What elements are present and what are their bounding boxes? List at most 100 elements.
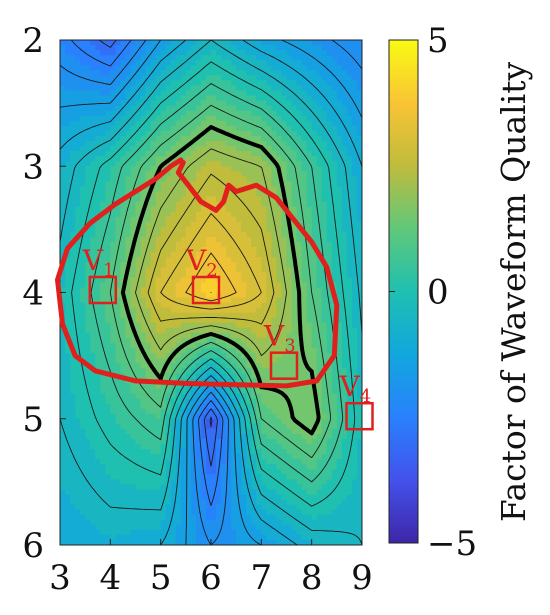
heat-cell xyxy=(286,115,293,122)
heat-cell xyxy=(296,40,303,46)
heat-cell xyxy=(60,231,66,238)
heat-cell xyxy=(105,50,111,56)
heat-cell xyxy=(256,388,262,395)
heat-cell xyxy=(221,388,227,395)
heat-cell xyxy=(301,272,308,278)
heat-cell xyxy=(321,135,328,142)
heat-cell xyxy=(80,423,86,430)
heat-cell xyxy=(185,454,192,460)
heat-cell xyxy=(195,85,202,92)
heat-cell xyxy=(190,181,197,188)
heat-cell xyxy=(276,287,283,294)
heat-cell xyxy=(216,80,222,87)
heat-cell xyxy=(341,292,348,299)
heat-cell xyxy=(65,358,71,364)
heat-cell xyxy=(301,418,308,425)
heat-cell xyxy=(231,393,237,400)
heat-cell xyxy=(281,343,288,349)
heat-cell xyxy=(326,242,333,248)
heat-cell xyxy=(115,302,121,309)
heat-cell xyxy=(205,307,212,314)
heat-cell xyxy=(296,449,303,455)
heat-cell xyxy=(95,277,101,283)
heat-cell xyxy=(180,156,187,162)
heat-cell xyxy=(155,398,162,405)
heat-cell xyxy=(100,206,106,213)
heat-cell xyxy=(261,418,267,425)
heat-cell xyxy=(160,191,167,198)
heat-cell xyxy=(346,236,353,243)
heat-cell xyxy=(195,50,202,56)
heat-cell xyxy=(140,171,147,177)
heat-cell xyxy=(226,322,232,329)
heat-cell xyxy=(246,171,252,177)
heat-cell xyxy=(266,221,272,228)
heat-cell xyxy=(231,433,237,440)
heat-cell xyxy=(110,388,116,395)
heat-cell xyxy=(155,332,162,339)
heat-cell xyxy=(336,141,343,147)
heat-cell xyxy=(180,438,187,445)
heat-cell xyxy=(311,267,318,273)
heat-cell xyxy=(200,282,207,289)
heat-cell xyxy=(306,287,313,294)
heat-cell xyxy=(120,141,127,147)
heat-cell xyxy=(100,50,106,56)
heat-cell xyxy=(306,100,313,107)
heat-cell xyxy=(205,181,212,188)
heat-cell xyxy=(175,110,182,117)
heat-cell xyxy=(211,247,217,253)
heat-cell xyxy=(226,343,232,349)
heat-cell xyxy=(346,166,353,172)
heat-cell xyxy=(236,40,242,46)
heat-cell xyxy=(241,85,247,92)
heat-cell xyxy=(155,252,162,258)
heat-cell xyxy=(341,242,348,248)
heat-cell xyxy=(326,327,333,334)
heat-cell xyxy=(331,221,338,228)
heat-cell xyxy=(125,322,132,329)
heat-cell xyxy=(296,343,303,349)
heat-cell xyxy=(115,216,121,223)
heat-cell xyxy=(135,348,142,354)
heat-cell xyxy=(80,459,86,465)
heat-cell xyxy=(226,398,232,405)
heat-cell xyxy=(105,277,111,283)
heat-cell xyxy=(246,413,252,420)
heat-cell xyxy=(296,211,303,218)
heat-cell xyxy=(336,363,343,369)
heat-cell xyxy=(115,438,121,445)
heat-cell xyxy=(200,292,207,299)
heat-cell xyxy=(65,413,71,420)
heat-cell xyxy=(85,166,91,172)
heat-cell xyxy=(180,115,187,122)
heat-cell xyxy=(236,242,242,248)
heat-cell xyxy=(221,257,227,263)
heat-cell xyxy=(125,176,132,182)
heat-cell xyxy=(351,105,358,112)
heat-cell xyxy=(70,50,76,56)
heat-cell xyxy=(200,353,207,359)
heat-cell xyxy=(185,231,192,238)
heat-cell xyxy=(211,353,217,359)
heat-cell xyxy=(185,272,192,278)
heat-cell xyxy=(145,45,152,51)
heat-cell xyxy=(331,166,338,172)
heat-cell xyxy=(205,146,212,152)
heat-cell xyxy=(311,141,318,147)
heat-cell xyxy=(145,110,152,117)
heat-cell xyxy=(301,433,308,440)
heat-cell xyxy=(236,45,242,51)
heat-cell xyxy=(306,201,313,208)
heat-cell xyxy=(155,151,162,157)
heat-cell xyxy=(241,221,247,228)
heat-cell xyxy=(140,267,147,273)
heat-cell xyxy=(170,115,177,122)
heat-cell xyxy=(95,403,101,410)
heat-cell xyxy=(150,40,157,46)
heat-cell xyxy=(75,454,81,460)
heat-cell xyxy=(140,282,147,289)
heat-cell xyxy=(145,55,152,61)
heat-cell xyxy=(145,317,152,324)
heat-cell xyxy=(175,211,182,218)
